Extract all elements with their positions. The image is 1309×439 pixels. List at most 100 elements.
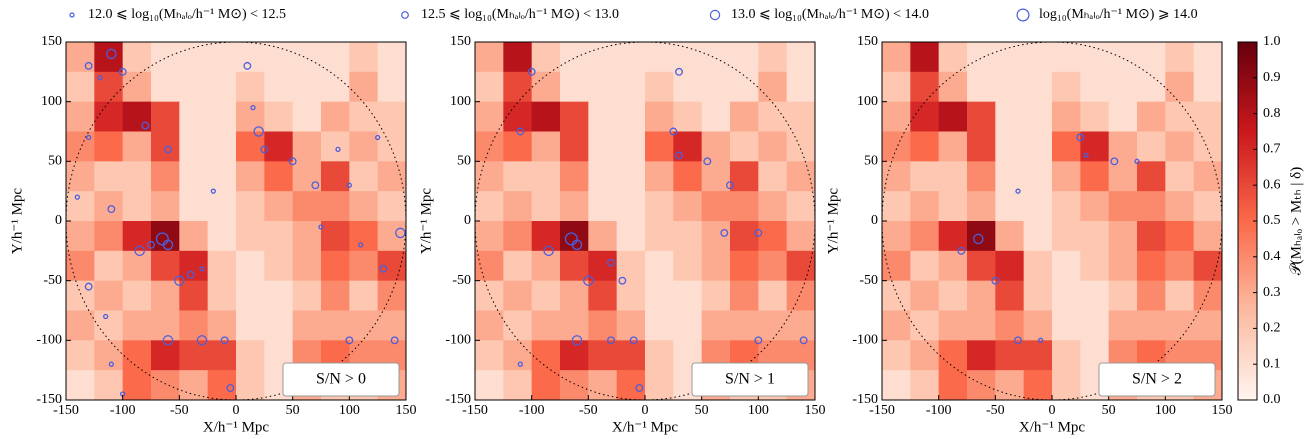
- heatmap-cell: [207, 250, 237, 282]
- heatmap-cell: [264, 101, 294, 132]
- heatmap-cell: [321, 221, 350, 252]
- y-tick-label: -100: [36, 333, 62, 348]
- heatmap-cell: [264, 161, 294, 192]
- heatmap-cell: [349, 101, 379, 132]
- heatmap-cell: [1023, 310, 1053, 341]
- heatmap-cell: [645, 310, 674, 341]
- heatmap-cell: [503, 191, 533, 222]
- heatmap-cell: [264, 42, 294, 73]
- heatmap-cell: [995, 161, 1025, 192]
- x-tick-label: 50: [1102, 403, 1116, 418]
- heatmap-cell: [1023, 250, 1053, 282]
- halo: [134, 245, 145, 257]
- panel-label-box: [282, 362, 400, 397]
- colorbar-segment: [1238, 149, 1257, 154]
- heatmap-cell: [503, 250, 533, 282]
- halo: [220, 336, 229, 345]
- colorbar-segment: [1238, 185, 1257, 190]
- heatmap-cell: [1137, 161, 1166, 192]
- colorbar-segment: [1238, 224, 1257, 229]
- heatmap-cell: [588, 340, 618, 371]
- halo: [1076, 133, 1085, 142]
- heatmap-cell: [882, 221, 911, 252]
- heatmap-cell: [588, 161, 618, 192]
- heatmap-cell: [349, 131, 379, 162]
- heatmap-cell: [122, 370, 152, 401]
- halo: [141, 121, 150, 130]
- colorbar-tick-label: 0.9: [1263, 70, 1281, 85]
- heatmap-cell: [122, 131, 152, 162]
- colorbar-segment: [1238, 342, 1257, 347]
- heatmap-cell: [1023, 221, 1053, 252]
- colorbar-tick-label: 1.0: [1263, 34, 1281, 49]
- heatmap-cell: [236, 340, 265, 371]
- colorbar-tick-label: 0.5: [1263, 213, 1281, 228]
- colorbar-segment: [1238, 84, 1257, 90]
- colorbar-segment: [1238, 303, 1257, 308]
- heatmap-cell: [910, 280, 940, 311]
- panel-label-box: [691, 362, 809, 397]
- heatmap-cell: [882, 131, 911, 162]
- halo: [1083, 152, 1089, 159]
- heatmap-cell: [673, 161, 703, 192]
- heatmap-cell: [475, 161, 504, 192]
- colorbar-segment: [1238, 249, 1257, 254]
- halo: [607, 258, 615, 267]
- heatmap-cell: [588, 221, 618, 252]
- colorbar-segment: [1238, 127, 1257, 132]
- heatmap-cell: [1165, 42, 1195, 73]
- halo: [311, 181, 320, 190]
- heatmap-cell: [207, 280, 237, 311]
- x-tick-label: -150: [869, 403, 895, 418]
- colorbar-segment: [1238, 120, 1257, 125]
- halo: [335, 146, 341, 153]
- heatmap-cell: [94, 250, 124, 282]
- heatmap-cell: [531, 131, 561, 162]
- colorbar-segment: [1238, 378, 1257, 383]
- heatmap-cell: [995, 310, 1025, 341]
- colorbar-segment: [1238, 285, 1257, 290]
- colorbar-segment: [1238, 67, 1257, 72]
- y-tick-label: 100: [450, 94, 471, 109]
- heatmap-cell: [1108, 101, 1138, 132]
- heatmap-cell: [503, 370, 533, 401]
- heatmap-cell: [995, 131, 1025, 162]
- heatmap-cell: [236, 71, 265, 103]
- heatmap-cell: [673, 250, 703, 282]
- colorbar-segment: [1238, 45, 1257, 50]
- colorbar-segment: [1238, 321, 1257, 326]
- heatmap-cell: [122, 101, 152, 132]
- heatmap-cell: [179, 131, 209, 162]
- heatmap-cell: [66, 340, 95, 371]
- colorbar-segment: [1238, 156, 1257, 161]
- colorbar-segment: [1238, 389, 1257, 394]
- heatmap-cell: [94, 280, 124, 311]
- colorbar-segment: [1238, 195, 1257, 201]
- heatmap-cell: [701, 161, 731, 192]
- heatmap-cell: [122, 71, 152, 103]
- heatmap-cell: [758, 42, 788, 73]
- y-tick-label: -150: [445, 392, 471, 407]
- heatmap-cell: [531, 191, 561, 222]
- heatmap-cell: [377, 221, 407, 252]
- x-tick-label: 0: [233, 403, 240, 418]
- x-tick-label: -100: [519, 403, 545, 418]
- halo: [346, 182, 352, 188]
- heatmap-cell: [503, 71, 533, 103]
- heatmap-cell: [377, 310, 407, 341]
- colorbar-segment: [1238, 349, 1257, 354]
- heatmap-cell: [292, 161, 322, 192]
- heatmap-cell: [94, 221, 124, 252]
- heatmap-cell: [616, 340, 646, 371]
- heatmap-cell: [758, 101, 788, 132]
- heatmap-cell: [503, 340, 533, 371]
- heatmap-cell: [151, 340, 180, 371]
- heatmap-cell: [292, 131, 322, 162]
- halo: [250, 104, 256, 111]
- heatmap-cell: [730, 310, 759, 341]
- heatmap-cell: [1108, 71, 1138, 103]
- colorbar-segment: [1238, 346, 1257, 351]
- heatmap-cell: [475, 280, 504, 311]
- heatmap-cell: [151, 101, 180, 132]
- heatmap-cell: [967, 250, 996, 282]
